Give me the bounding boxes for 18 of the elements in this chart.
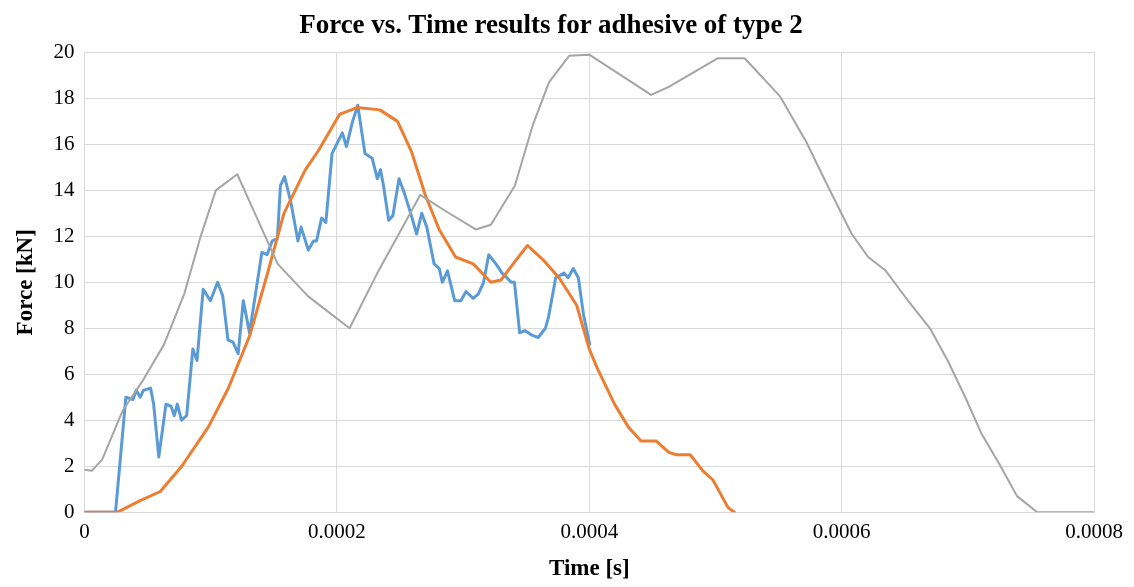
y-tick-label: 12 (53, 222, 75, 247)
y-tick-label: 8 (64, 314, 75, 339)
y-tick-label: 14 (53, 176, 76, 201)
x-tick-label: 0.0004 (560, 519, 619, 544)
chart-title: Force vs. Time results for adhesive of type 2 (299, 9, 803, 40)
x-axis-title: Time [s] (548, 555, 630, 581)
y-tick-label: 2 (64, 452, 75, 477)
y-tick-label: 10 (53, 268, 75, 293)
x-tick-label: 0.0006 (812, 519, 871, 544)
y-tick-label: 4 (64, 406, 76, 431)
x-tick-label: 0.0008 (1065, 519, 1123, 544)
y-tick-label: 18 (53, 84, 75, 109)
y-axis-title: Force [kN] (11, 229, 37, 336)
y-tick-label: 0 (64, 498, 75, 523)
y-tick-label: 20 (53, 38, 75, 63)
y-tick-label: 16 (53, 130, 75, 155)
y-tick-label: 6 (64, 360, 75, 385)
x-tick-label: 0.0002 (308, 519, 366, 544)
